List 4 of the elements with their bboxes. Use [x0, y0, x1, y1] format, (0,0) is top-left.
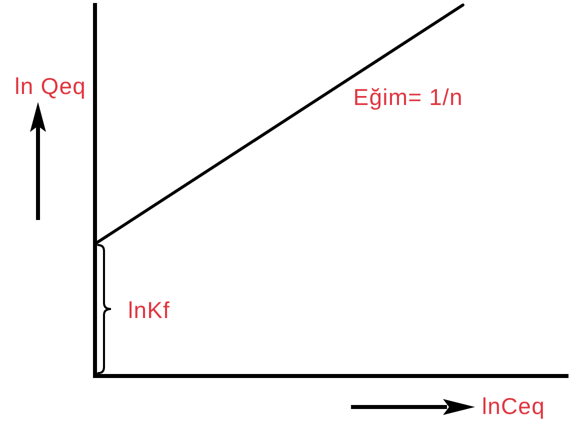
x-axis-title: lnCeq — [482, 393, 545, 419]
annotation: Eğim= 1/n — [353, 84, 463, 110]
annotation: lnKf — [128, 296, 170, 323]
y-axis-title: ln Qeq — [14, 73, 86, 99]
